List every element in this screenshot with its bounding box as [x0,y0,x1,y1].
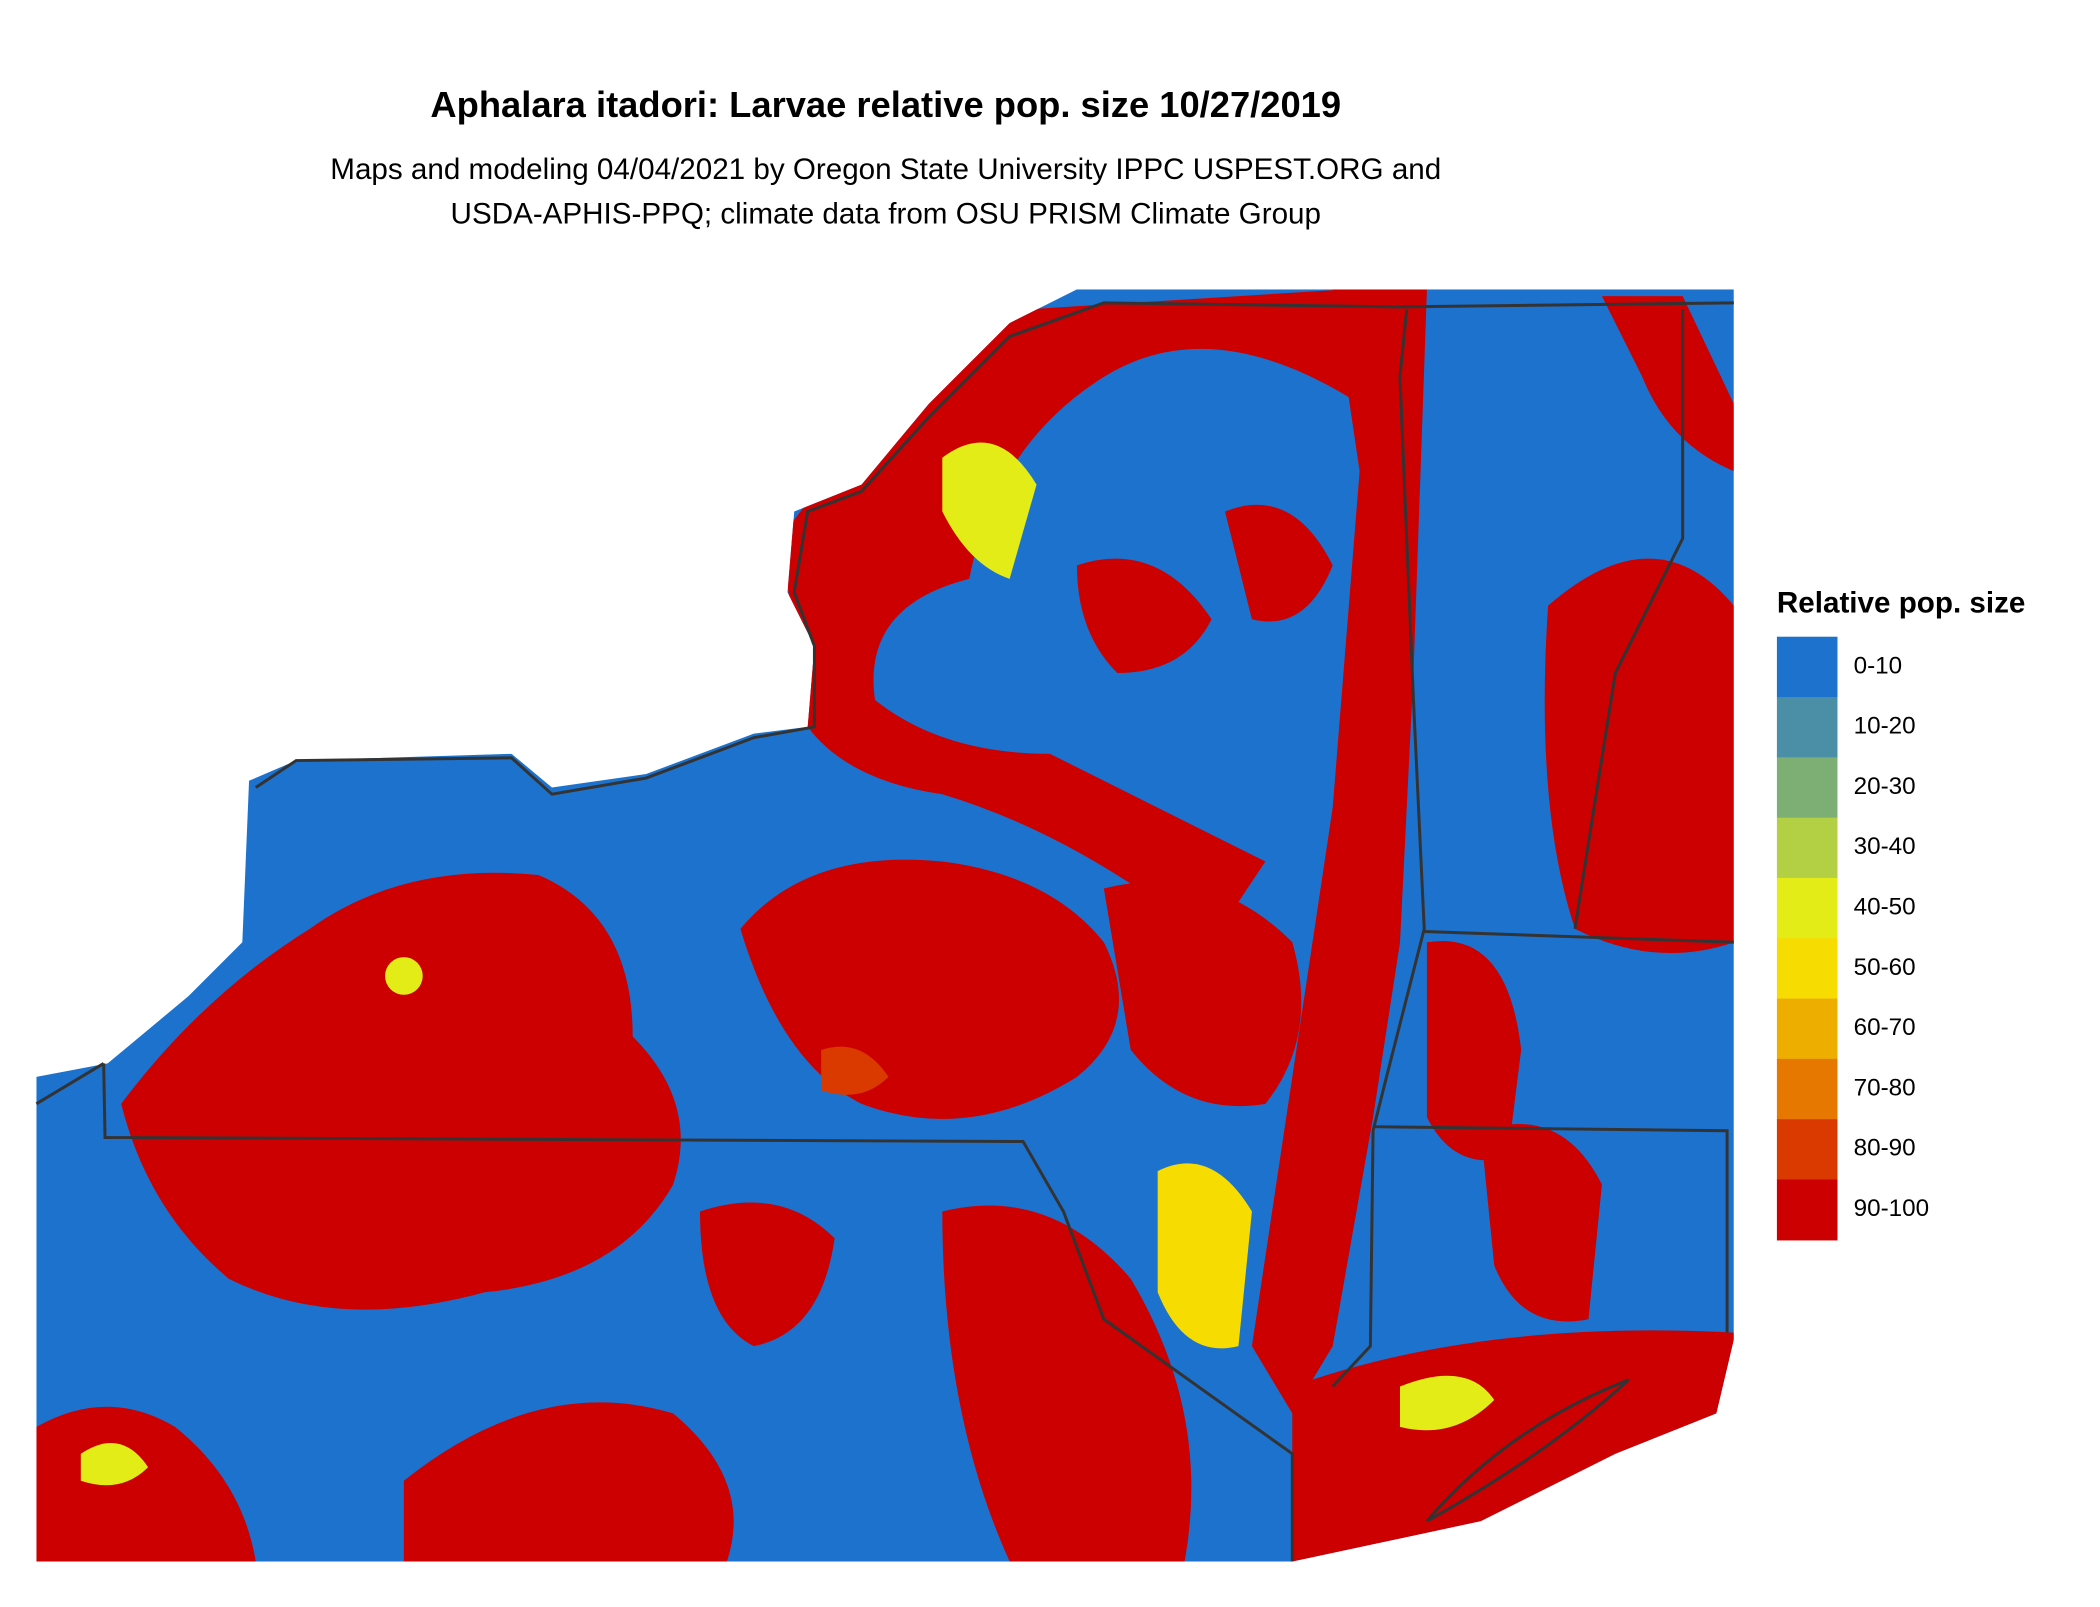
region [1251,289,1427,1414]
subtitle: USDA-APHIS-PPQ; climate data from OSU PR… [451,197,1321,230]
region [1399,1375,1495,1431]
legend-label: 80-90 [1854,1135,1916,1162]
region [1157,1163,1252,1349]
border [1425,1378,1630,1523]
border [1373,1125,1729,1333]
legend-swatch [1776,998,1838,1060]
legend-label: 0-10 [1854,652,1902,679]
legend-label: 90-100 [1854,1195,1929,1222]
legend-swatch [1776,1119,1838,1181]
border [102,1063,1294,1562]
region [403,1402,734,1562]
border [1573,309,1685,930]
legend-swatch [1776,1179,1838,1241]
region [700,1202,835,1347]
legend-swatch [1776,697,1838,759]
region [1224,504,1333,622]
title: Aphalara itadori: Larvae relative pop. s… [430,84,1341,125]
legend-label: 30-40 [1854,833,1916,860]
raster [36,289,1734,1562]
legend-label: 40-50 [1854,893,1916,920]
region [1076,558,1212,674]
legend: 0-10 10-20 20-30 30-40 40-50 50-60 60-70 70-80 8… [1776,636,1929,1241]
border [35,1062,105,1106]
subtitle: Maps and modeling 04/04/2021 by Oregon S… [330,153,1441,186]
region [80,1443,149,1486]
region [36,1406,256,1562]
legend-swatch [1776,877,1838,939]
region [121,872,681,1310]
border [1424,930,1734,944]
region [1601,296,1734,472]
legend-swatch [1776,636,1838,698]
legend-label: 50-60 [1854,954,1916,981]
legend-label: 70-80 [1854,1074,1916,1101]
legend-label: 20-30 [1854,773,1916,800]
legend-swatch [1776,817,1838,879]
region [385,957,423,995]
region [821,1046,889,1095]
region [1103,881,1302,1107]
legend-swatch [1776,757,1838,819]
legend-label: 60-70 [1854,1014,1916,1041]
region [1426,940,1522,1161]
region [1544,558,1734,954]
legend-title: Relative pop. size [1777,586,2025,619]
region [942,442,1037,579]
region [780,289,1360,943]
legend-label: 10-20 [1854,713,1916,740]
legend-swatch [1776,938,1838,1000]
legend-swatch [1776,1058,1838,1120]
region [942,1205,1192,1562]
border [1331,309,1426,1388]
region [1480,1124,1602,1322]
border [254,301,1734,796]
